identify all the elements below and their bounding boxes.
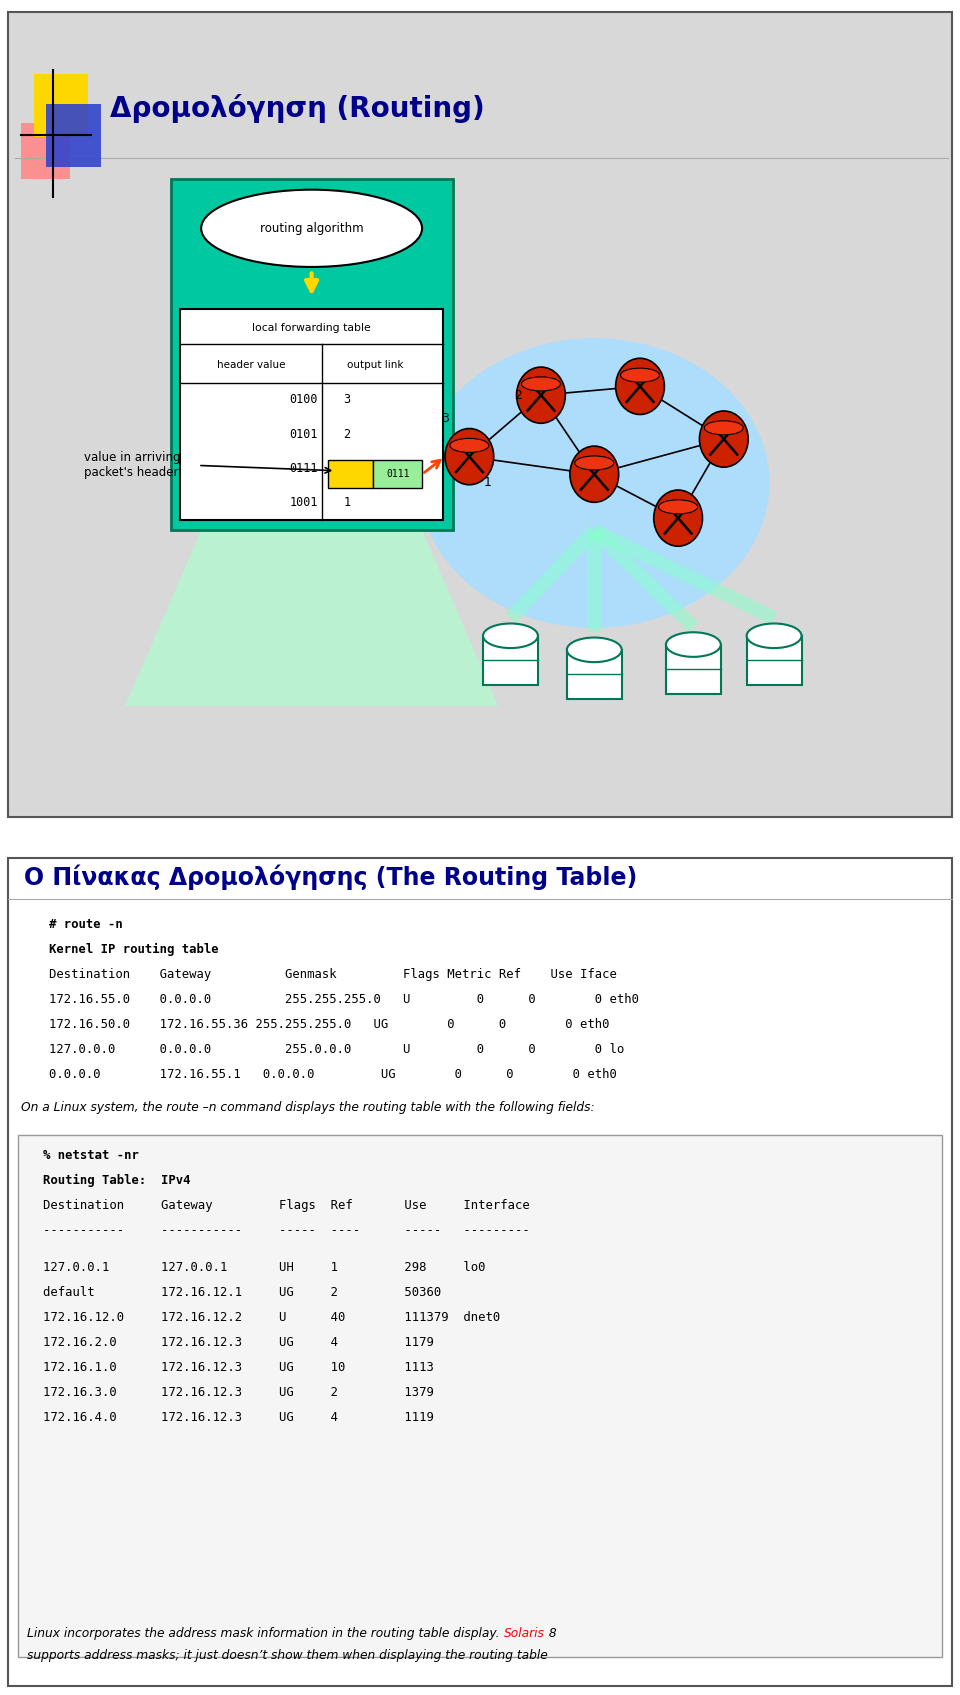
Text: value in arriving
packet's header: value in arriving packet's header (84, 451, 180, 480)
Circle shape (516, 368, 565, 424)
Ellipse shape (521, 376, 561, 392)
Bar (21, 124, 70, 180)
Text: 172.16.1.0      172.16.12.3     UG     10        1113: 172.16.1.0 172.16.12.3 UG 10 1113 (42, 1361, 434, 1375)
Text: 127.0.0.0      0.0.0.0          255.0.0.0       U         0      0        0 lo: 127.0.0.0 0.0.0.0 255.0.0.0 U 0 0 0 lo (49, 1042, 624, 1056)
Text: 0111: 0111 (290, 463, 318, 475)
Text: Solaris: Solaris (504, 1627, 544, 1639)
Text: default         172.16.12.1     UG     2         50360: default 172.16.12.1 UG 2 50360 (42, 1287, 441, 1300)
Text: 127.0.0.1       127.0.0.1       UH     1         298     lo0: 127.0.0.1 127.0.0.1 UH 1 298 lo0 (42, 1261, 485, 1275)
Ellipse shape (575, 456, 613, 470)
Ellipse shape (483, 624, 538, 647)
Text: Ο Πίνακας Δρομολόγησης (The Routing Table): Ο Πίνακας Δρομολόγησης (The Routing Tabl… (24, 864, 637, 890)
Text: Destination     Gateway         Flags  Ref       Use     Interface: Destination Gateway Flags Ref Use Interf… (42, 1198, 529, 1212)
Text: 0101: 0101 (290, 427, 318, 441)
Text: 1: 1 (344, 497, 350, 508)
Text: 3: 3 (441, 412, 449, 424)
Ellipse shape (202, 190, 422, 266)
Text: 3: 3 (344, 393, 350, 407)
Text: 2: 2 (344, 463, 350, 475)
Text: Δρομολόγηση (Routing): Δρομολόγηση (Routing) (109, 95, 485, 124)
Text: # route -n: # route -n (49, 919, 123, 931)
Circle shape (700, 410, 748, 468)
Text: 172.16.4.0      172.16.12.3     UG     4         1119: 172.16.4.0 172.16.12.3 UG 4 1119 (42, 1410, 434, 1424)
Text: -----------     -----------     -----  ----      -----   ---------: ----------- ----------- ----- ---- -----… (42, 1224, 529, 1237)
Text: output link: output link (347, 361, 403, 370)
Bar (666, 644, 721, 693)
Text: 172.16.55.0    0.0.0.0          255.255.255.0   U         0      0        0 eth0: 172.16.55.0 0.0.0.0 255.255.255.0 U 0 0 … (49, 993, 638, 1005)
Text: 2: 2 (515, 388, 522, 402)
Ellipse shape (659, 500, 698, 514)
Text: Routing Table:  IPv4: Routing Table: IPv4 (42, 1175, 190, 1186)
Polygon shape (125, 531, 498, 707)
Ellipse shape (450, 439, 489, 453)
Text: supports address masks; it just doesn’t show them when displaying the routing ta: supports address masks; it just doesn’t … (28, 1649, 548, 1663)
Text: 8: 8 (544, 1627, 556, 1639)
Ellipse shape (620, 368, 660, 381)
Text: 172.16.3.0      172.16.12.3     UG     2         1379: 172.16.3.0 172.16.12.3 UG 2 1379 (42, 1387, 434, 1398)
Bar (46, 103, 101, 166)
Bar (34, 75, 88, 137)
Bar (18, 1136, 942, 1658)
Circle shape (570, 446, 618, 502)
Text: local forwarding table: local forwarding table (252, 324, 371, 334)
Circle shape (615, 358, 664, 415)
Text: On a Linux system, the route –n command displays the routing table with the foll: On a Linux system, the route –n command … (21, 1102, 595, 1114)
Text: % netstat -nr: % netstat -nr (42, 1149, 138, 1163)
Bar (180, 308, 444, 520)
Bar (373, 459, 422, 488)
Ellipse shape (566, 637, 622, 663)
Text: 1001: 1001 (290, 497, 318, 508)
Text: Kernel IP routing table: Kernel IP routing table (49, 942, 218, 956)
Ellipse shape (666, 632, 721, 658)
Text: header value: header value (217, 361, 285, 370)
Bar (483, 636, 538, 685)
Bar (566, 649, 622, 698)
Text: Destination    Gateway          Genmask         Flags Metric Ref    Use Iface: Destination Gateway Genmask Flags Metric… (49, 968, 616, 981)
Text: Linux incorporates the address mask information in the routing table display.: Linux incorporates the address mask info… (28, 1627, 504, 1639)
Text: 1: 1 (484, 476, 492, 490)
Text: 172.16.2.0      172.16.12.3     UG     4         1179: 172.16.2.0 172.16.12.3 UG 4 1179 (42, 1336, 434, 1349)
Circle shape (444, 429, 493, 485)
Ellipse shape (420, 337, 770, 627)
Circle shape (654, 490, 703, 546)
Text: 172.16.50.0    172.16.55.36 255.255.255.0   UG        0      0        0 eth0: 172.16.50.0 172.16.55.36 255.255.255.0 U… (49, 1017, 610, 1031)
Bar (747, 636, 802, 685)
Text: 172.16.12.0     172.16.12.2     U      40        111379  dnet0: 172.16.12.0 172.16.12.2 U 40 111379 dnet… (42, 1312, 500, 1324)
Text: 0.0.0.0        172.16.55.1   0.0.0.0         UG        0      0        0 eth0: 0.0.0.0 172.16.55.1 0.0.0.0 UG 0 0 0 eth… (49, 1068, 616, 1081)
Ellipse shape (705, 420, 743, 436)
Bar (171, 180, 452, 531)
Ellipse shape (747, 624, 802, 647)
Text: routing algorithm: routing algorithm (260, 222, 364, 236)
Text: 0111: 0111 (386, 470, 410, 480)
Text: 2: 2 (344, 427, 350, 441)
Text: 0100: 0100 (290, 393, 318, 407)
Bar (327, 459, 373, 488)
